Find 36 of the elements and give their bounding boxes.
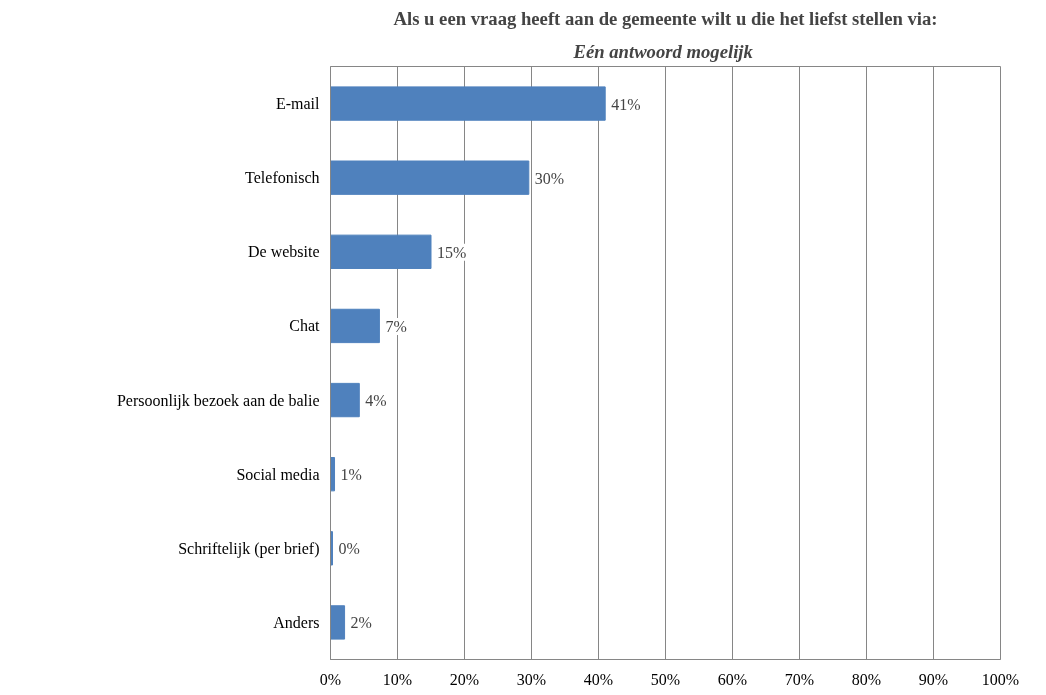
- x-tick-label: 0%: [319, 670, 342, 688]
- x-tick-label: 80%: [851, 670, 882, 688]
- y-tick-label: De website: [247, 243, 320, 261]
- bar: [330, 457, 336, 492]
- x-tick-label: 30%: [516, 670, 547, 688]
- chart-subtitle: Eén antwoord mogelijk: [572, 40, 754, 62]
- y-tick-label: Schriftelijk (per brief): [178, 539, 320, 558]
- chart-title: Als u een vraag heeft aan de gemeente wilt u die het liefst stellen via:: [393, 7, 938, 29]
- data-label: 41%: [611, 95, 641, 113]
- x-tick-label: 90%: [918, 670, 949, 688]
- y-tick-label: Anders: [273, 613, 320, 631]
- bar: [330, 86, 606, 121]
- data-label: 15%: [437, 243, 467, 261]
- data-label: 0%: [338, 540, 360, 558]
- bar: [330, 382, 360, 418]
- x-tick-label: 40%: [583, 670, 614, 688]
- data-label: 1%: [340, 466, 362, 484]
- y-tick-label: Telefonisch: [245, 169, 320, 187]
- bar: [330, 308, 380, 344]
- y-tick-label: E-mail: [275, 95, 321, 113]
- y-tick-label: Social media: [236, 465, 320, 483]
- x-tick-label: 60%: [717, 670, 748, 688]
- data-label: 30%: [534, 169, 565, 187]
- x-tick-label: 10%: [382, 670, 413, 688]
- data-label: 4%: [365, 392, 387, 410]
- data-label: 7%: [385, 317, 407, 335]
- x-tick-label: 100%: [981, 670, 1020, 688]
- y-tick-label: Chat: [289, 317, 321, 335]
- bar: [330, 160, 530, 195]
- y-tick-label: Persoonlijk bezoek aan de balie: [116, 391, 320, 410]
- x-tick-label: 20%: [449, 670, 480, 688]
- x-tick-label: 50%: [650, 670, 681, 688]
- data-label: 2%: [350, 614, 372, 632]
- bar: [330, 234, 432, 269]
- bar: [330, 605, 346, 640]
- x-tick-label: 70%: [784, 670, 815, 688]
